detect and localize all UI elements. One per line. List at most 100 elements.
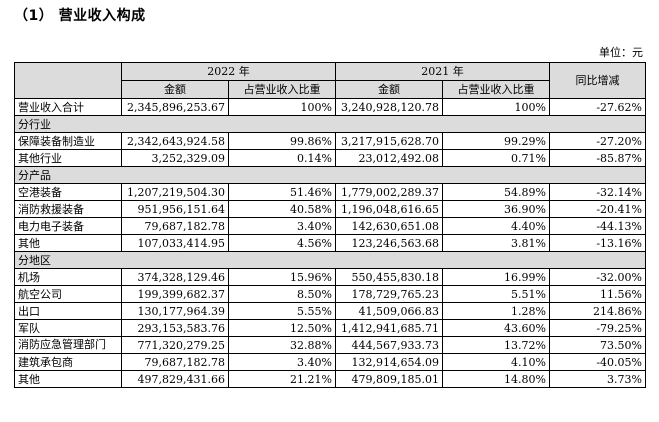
row-label: 消防应急管理部门 — [14, 336, 122, 354]
row-label: 建筑承包商 — [14, 353, 122, 371]
table-row: 军队 293,153,583.76 12.50% 1,412,941,685.71 43… — [14, 319, 646, 337]
unit-label: 单位：元 — [599, 46, 643, 59]
row-label: 军队 — [14, 319, 122, 337]
amount-2021: 3,217,915,628.70 — [335, 132, 443, 150]
amount-2021: 1,779,002,289.37 — [335, 183, 443, 201]
share-2022: 4.56% — [228, 234, 336, 252]
revenue-composition-table: 2022 年 2021 年 同比增减 金额 占营业收入比重 金额 占营业收入比重… — [14, 62, 646, 388]
share-2022: 3.40% — [228, 217, 336, 235]
amount-2021: 142,630,651.08 — [335, 217, 443, 235]
share-2021: 4.40% — [442, 217, 550, 235]
table-row: 保障装备制造业 2,342,643,924.58 99.86% 3,217,915,6… — [14, 132, 646, 150]
section-row: 分产品 — [14, 166, 646, 184]
share-2021: 5.51% — [442, 285, 550, 303]
amount-2022: 3,252,329.09 — [121, 149, 229, 167]
amount-2021: 1,412,941,685.71 — [335, 319, 443, 337]
yoy-change: 3.73% — [549, 370, 646, 388]
yoy-change: -79.25% — [549, 319, 646, 337]
share-2022: 32.88% — [228, 336, 336, 354]
share-2022: 15.96% — [228, 268, 336, 286]
yoy-change: -27.20% — [549, 132, 646, 150]
amount-2021: 3,240,928,120.78 — [335, 98, 443, 116]
share-2022: 51.46% — [228, 183, 336, 201]
section-row: 分行业 — [14, 115, 646, 133]
share-2022: 21.21% — [228, 370, 336, 388]
amount-2021: 178,729,765.23 — [335, 285, 443, 303]
amount-2022: 771,320,279.25 — [121, 336, 229, 354]
row-label: 其他 — [14, 234, 122, 252]
share-2021: 43.60% — [442, 319, 550, 337]
yoy-change: -32.00% — [549, 268, 646, 286]
amount-2022: 130,177,964.39 — [121, 302, 229, 320]
amount-2022: 497,829,431.66 — [121, 370, 229, 388]
table-row: 消防救援装备 951,956,151.64 40.58% 1,196,048,616.… — [14, 200, 646, 218]
row-label: 营业收入合计 — [14, 98, 122, 116]
share-2022: 99.86% — [228, 132, 336, 150]
table-row: 电力电子装备 79,687,182.78 3.40% 142,630,651.08 4.… — [14, 217, 646, 235]
share-2021: 1.28% — [442, 302, 550, 320]
share-2022: 40.58% — [228, 200, 336, 218]
share-2021: 36.90% — [442, 200, 550, 218]
yoy-change: -27.62% — [549, 98, 646, 116]
table-row: 空港装备 1,207,219,504.30 51.46% 1,779,002,289.… — [14, 183, 646, 201]
share-2021: 99.29% — [442, 132, 550, 150]
amount-2022: 199,399,682.37 — [121, 285, 229, 303]
share-2021: 13.72% — [442, 336, 550, 354]
row-label: 出口 — [14, 302, 122, 320]
yoy-change: -44.13% — [549, 217, 646, 235]
amount-2022: 79,687,182.78 — [121, 217, 229, 235]
header-year-2022: 2022 年 — [121, 62, 336, 81]
yoy-change: -40.05% — [549, 353, 646, 371]
amount-2022: 2,342,643,924.58 — [121, 132, 229, 150]
header-change: 同比增减 — [549, 62, 646, 99]
table-row: 出口 130,177,964.39 5.55% 41,509,066.83 1.28% 2… — [14, 302, 646, 320]
amount-2021: 550,455,830.18 — [335, 268, 443, 286]
row-label: 机场 — [14, 268, 122, 286]
table-row: 其他 107,033,414.95 4.56% 123,246,563.68 3.81%… — [14, 234, 646, 252]
yoy-change: -13.16% — [549, 234, 646, 252]
row-label: 保障装备制造业 — [14, 132, 122, 150]
share-2021: 54.89% — [442, 183, 550, 201]
header-share-2022: 占营业收入比重 — [228, 80, 336, 99]
share-2022: 5.55% — [228, 302, 336, 320]
amount-2022: 1,207,219,504.30 — [121, 183, 229, 201]
table-row: 航空公司 199,399,682.37 8.50% 178,729,765.23 5.5… — [14, 285, 646, 303]
amount-2022: 79,687,182.78 — [121, 353, 229, 371]
amount-2021: 123,246,563.68 — [335, 234, 443, 252]
amount-2021: 41,509,066.83 — [335, 302, 443, 320]
share-2021: 14.80% — [442, 370, 550, 388]
yoy-change: 73.50% — [549, 336, 646, 354]
share-2022: 12.50% — [228, 319, 336, 337]
amount-2022: 293,153,583.76 — [121, 319, 229, 337]
row-label: 电力电子装备 — [14, 217, 122, 235]
share-2021: 16.99% — [442, 268, 550, 286]
header-blank-cell — [14, 62, 122, 99]
share-2021: 4.10% — [442, 353, 550, 371]
amount-2022: 107,033,414.95 — [121, 234, 229, 252]
table-row: 其他 497,829,431.66 21.21% 479,809,185.01 14.8… — [14, 370, 646, 388]
header-row-columns: 金额 占营业收入比重 金额 占营业收入比重 — [15, 80, 646, 99]
section-label: 分地区 — [14, 251, 646, 269]
row-label: 空港装备 — [14, 183, 122, 201]
table-row: 其他行业 3,252,329.09 0.14% 23,012,492.08 0.71% -… — [14, 149, 646, 167]
share-2021: 0.71% — [442, 149, 550, 167]
section-label: 分行业 — [14, 115, 646, 133]
row-label: 其他行业 — [14, 149, 122, 167]
share-2022: 0.14% — [228, 149, 336, 167]
header-row-years: 2022 年 2021 年 同比增减 — [14, 62, 646, 99]
share-2022: 8.50% — [228, 285, 336, 303]
yoy-change: 11.56% — [549, 285, 646, 303]
table-row: 营业收入合计 2,345,896,253.67 100% 3,240,928,120.… — [14, 98, 646, 116]
share-2022: 100% — [228, 98, 336, 116]
yoy-change: -32.14% — [549, 183, 646, 201]
row-label: 其他 — [14, 370, 122, 388]
table-row: 建筑承包商 79,687,182.78 3.40% 132,914,654.09 4.1… — [14, 353, 646, 371]
table-row: 机场 374,328,129.46 15.96% 550,455,830.18 16.9… — [14, 268, 646, 286]
section-label: 分产品 — [14, 166, 646, 184]
share-2022: 3.40% — [228, 353, 336, 371]
header-share-2021: 占营业收入比重 — [442, 80, 550, 99]
section-row: 分地区 — [14, 251, 646, 269]
yoy-change: -85.87% — [549, 149, 646, 167]
section-title: （1） 营业收入构成 — [14, 8, 146, 24]
row-label: 消防救援装备 — [14, 200, 122, 218]
